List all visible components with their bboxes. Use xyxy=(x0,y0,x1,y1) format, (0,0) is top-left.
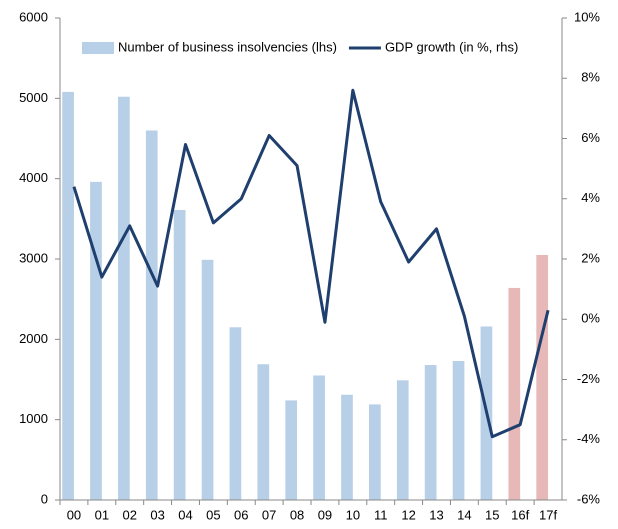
y2-tick-label: 8% xyxy=(581,70,600,85)
x-tick-label: 10 xyxy=(346,507,360,522)
x-tick-label: 07 xyxy=(262,507,276,522)
y2-tick-label: 6% xyxy=(581,130,600,145)
x-tick-label: 16f xyxy=(511,507,529,522)
bar xyxy=(257,364,270,500)
bar xyxy=(369,404,381,500)
x-tick-label: 14 xyxy=(457,507,471,522)
legend-swatch xyxy=(82,42,114,54)
bar xyxy=(424,365,437,500)
x-tick-label: 15 xyxy=(485,507,499,522)
bar xyxy=(118,96,130,500)
bar xyxy=(145,130,158,500)
x-tick-label: 05 xyxy=(206,507,220,522)
x-tick-label: 03 xyxy=(150,507,164,522)
y2-tick-label: 10% xyxy=(574,9,600,24)
x-tick-label: 17f xyxy=(539,507,557,522)
x-tick-label: 01 xyxy=(95,507,109,522)
x-tick-label: 13 xyxy=(429,507,443,522)
bar xyxy=(508,287,521,500)
y-tick-label: 4000 xyxy=(19,170,48,185)
y2-tick-label: -2% xyxy=(577,371,601,386)
bar xyxy=(396,380,409,500)
bar xyxy=(201,259,214,500)
y-tick-label: 3000 xyxy=(19,250,48,265)
x-tick-label: 04 xyxy=(178,507,192,522)
y2-tick-label: -4% xyxy=(577,431,601,446)
y-tick-label: 0 xyxy=(41,491,48,506)
bar xyxy=(90,181,102,500)
bar xyxy=(452,361,465,500)
x-tick-label: 11 xyxy=(374,507,388,522)
bar xyxy=(62,91,74,500)
legend-label: GDP growth (in %, rhs) xyxy=(385,39,518,54)
bar xyxy=(536,254,549,500)
y2-tick-label: 0% xyxy=(581,311,600,326)
y2-tick-label: 4% xyxy=(581,190,600,205)
x-tick-label: 00 xyxy=(67,507,81,522)
x-tick-label: 02 xyxy=(122,507,136,522)
bar xyxy=(341,394,353,500)
x-tick-label: 12 xyxy=(401,507,415,522)
x-tick-label: 09 xyxy=(318,507,332,522)
bar xyxy=(313,375,325,500)
bar xyxy=(229,327,242,500)
bar xyxy=(285,400,298,500)
y2-tick-label: 2% xyxy=(581,250,600,265)
y-tick-label: 6000 xyxy=(19,9,48,24)
line xyxy=(72,88,550,439)
x-tick-label: 06 xyxy=(234,507,248,522)
x-tick-label: 08 xyxy=(290,507,304,522)
y2-tick-label: -6% xyxy=(577,491,601,506)
y-tick-label: 1000 xyxy=(19,411,48,426)
legend-label: Number of business insolvencies (lhs) xyxy=(118,39,337,54)
bar xyxy=(173,209,186,500)
y-tick-label: 5000 xyxy=(19,90,48,105)
y-tick-label: 2000 xyxy=(19,331,48,346)
